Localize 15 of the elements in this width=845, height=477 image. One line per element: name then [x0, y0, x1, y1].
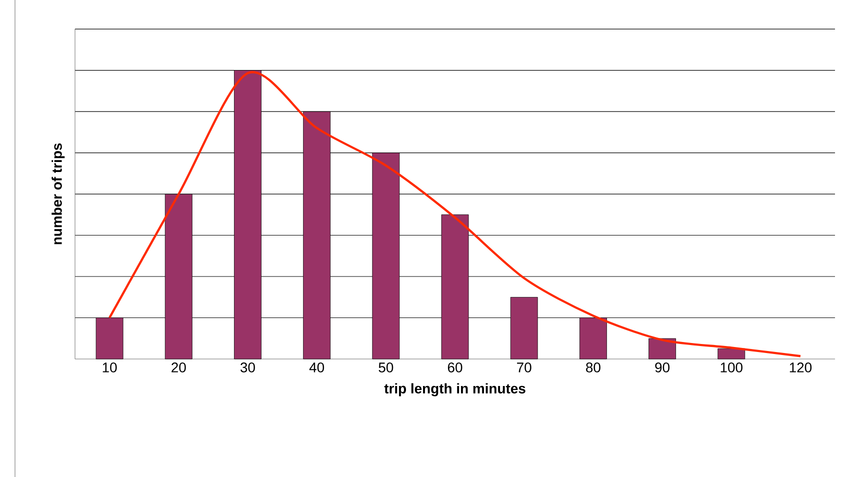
x-tick-label: 80 [586, 362, 600, 372]
x-axis-title: trip length in minutes [384, 383, 526, 396]
x-tick-label: 100 [720, 362, 742, 372]
y-axis-title: number of trips [52, 143, 65, 244]
x-tick-label: 50 [378, 362, 394, 372]
x-tick-label: 10 [102, 362, 117, 372]
x-tick-label: 20 [172, 362, 186, 372]
x-tick-label: 40 [309, 362, 324, 372]
x-tick-label: 70 [517, 362, 532, 372]
x-tick-label: 90 [655, 362, 670, 372]
x-tick-label: 120 [790, 362, 812, 372]
x-tick-label: 60 [448, 362, 462, 372]
bar [648, 338, 676, 360]
bar [718, 348, 746, 360]
x-tick-label: 30 [240, 362, 255, 372]
